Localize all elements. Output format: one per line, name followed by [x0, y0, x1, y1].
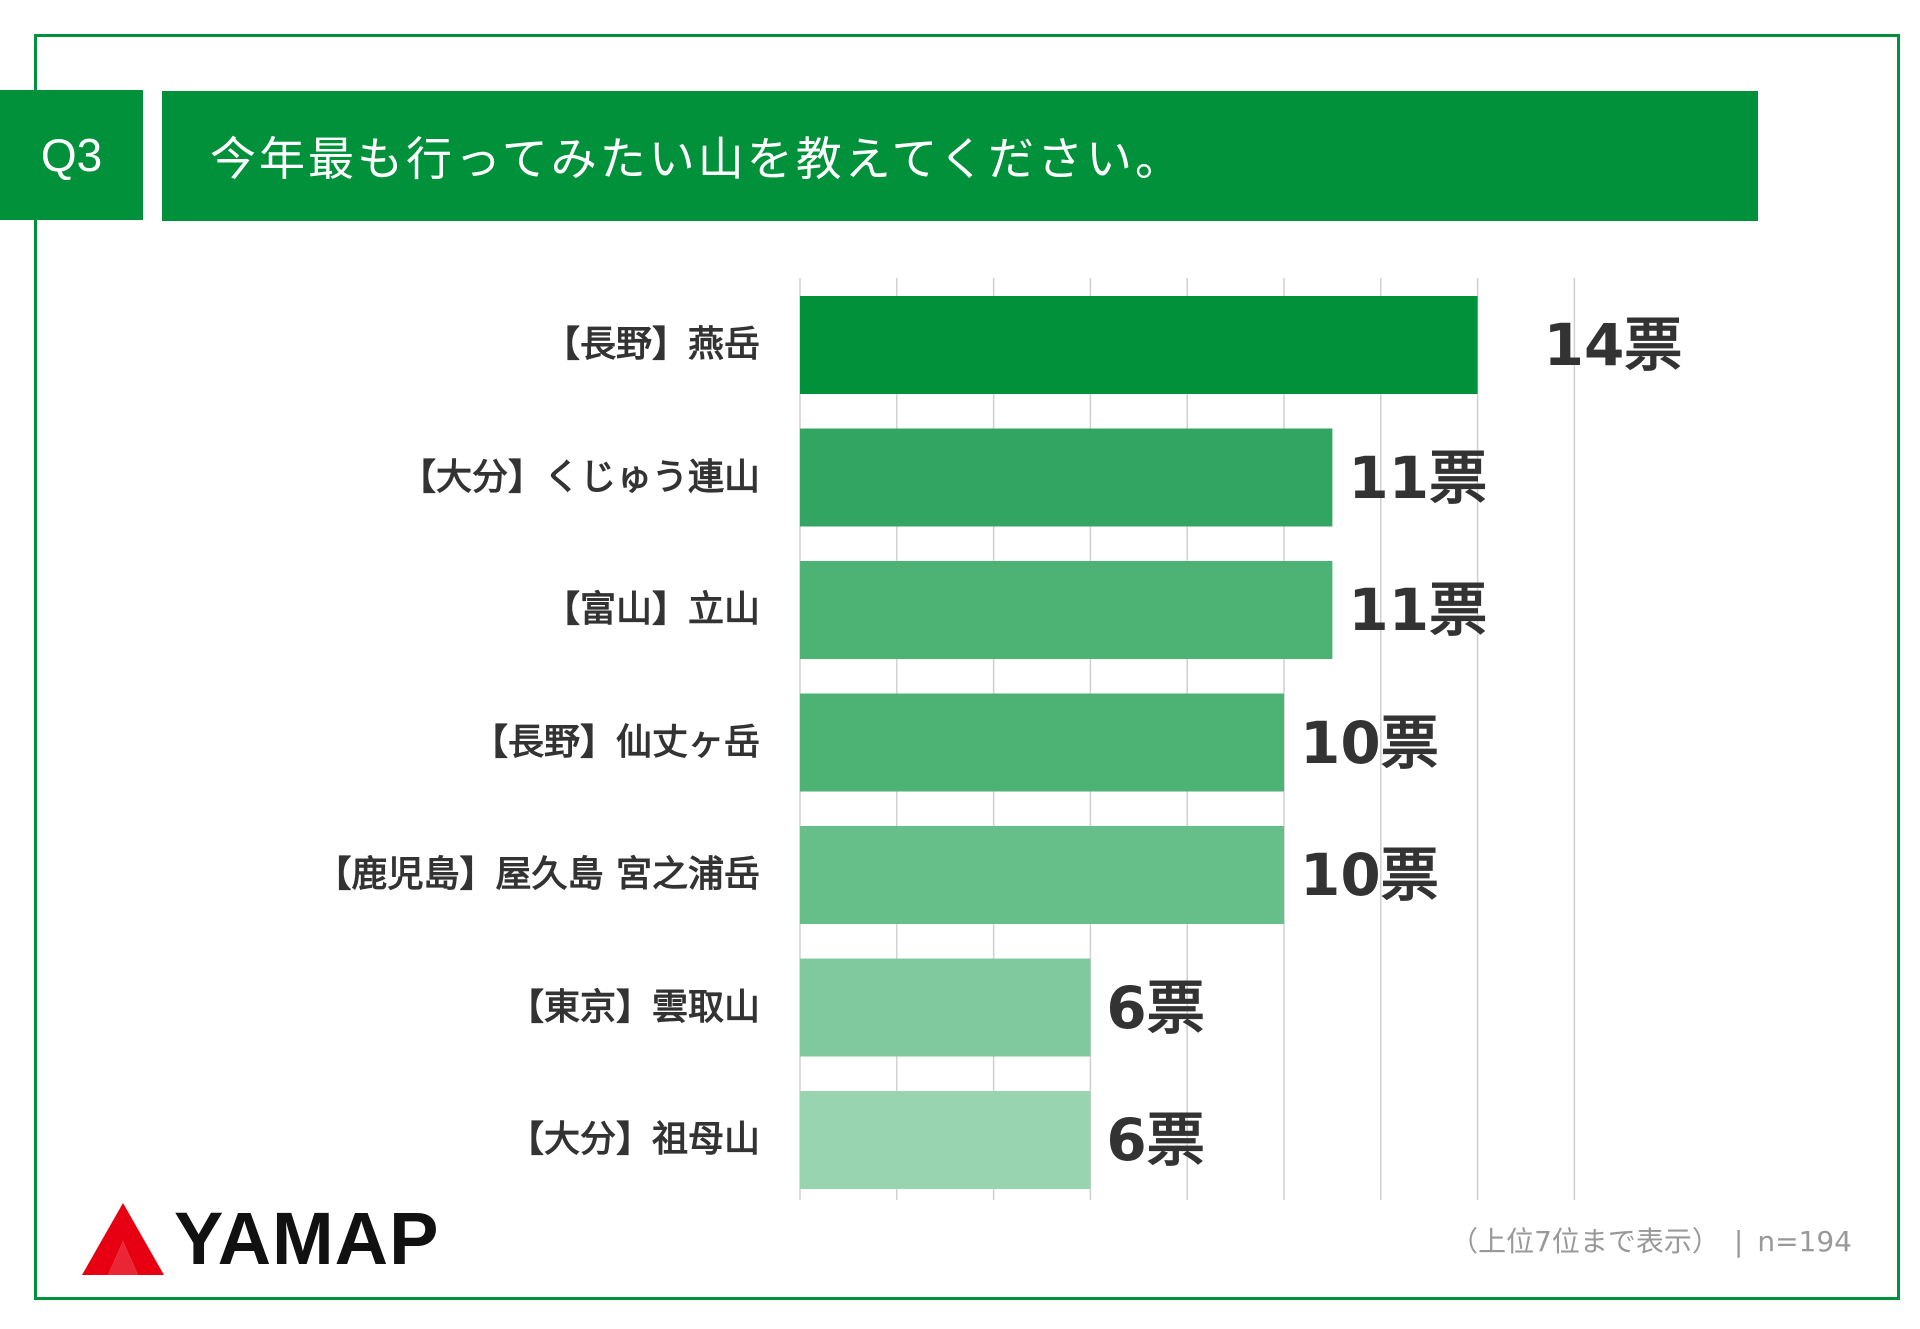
category-label: 【長野】仙丈ヶ岳 [471, 721, 760, 763]
bar [800, 826, 1284, 924]
category-label: 【東京】雲取山 [507, 986, 760, 1028]
data-label: 14票 [1543, 311, 1683, 379]
question-number-badge: Q3 [0, 90, 143, 220]
data-label: 6票 [1106, 1106, 1205, 1174]
footnote-note: （上位7位まで表示） [1450, 1225, 1720, 1258]
question-title: 今年最も行ってみたい山を教えてください。 [162, 91, 1758, 221]
category-label: 【長野】燕岳 [543, 324, 760, 365]
bar [800, 693, 1284, 792]
sample-size: n=194 [1757, 1225, 1852, 1258]
category-label: 【富山】立山 [543, 589, 760, 630]
category-label: 【大分】祖母山 [507, 1119, 760, 1160]
bar [800, 561, 1333, 659]
bar [800, 428, 1333, 527]
bar [800, 296, 1478, 394]
data-label: 11票 [1348, 443, 1488, 512]
data-label: 10票 [1300, 708, 1439, 777]
mountain-logo-icon [82, 1202, 164, 1275]
chart-frame [34, 34, 1900, 1300]
data-label: 11票 [1348, 576, 1488, 644]
yamap-logo: YAMAP [80, 1196, 439, 1281]
data-label: 6票 [1106, 973, 1205, 1042]
category-label: 【鹿児島】屋久島 宮之浦岳 [315, 854, 760, 895]
category-label: 【大分】くじゅう連山 [399, 456, 760, 498]
footnote: （上位7位まで表示） | n=194 [1450, 1220, 1852, 1260]
bar [800, 1091, 1091, 1189]
bar [800, 958, 1091, 1057]
data-label: 10票 [1300, 841, 1439, 909]
footnote-separator: | [1733, 1225, 1744, 1258]
logo-text: YAMAP [174, 1197, 440, 1280]
